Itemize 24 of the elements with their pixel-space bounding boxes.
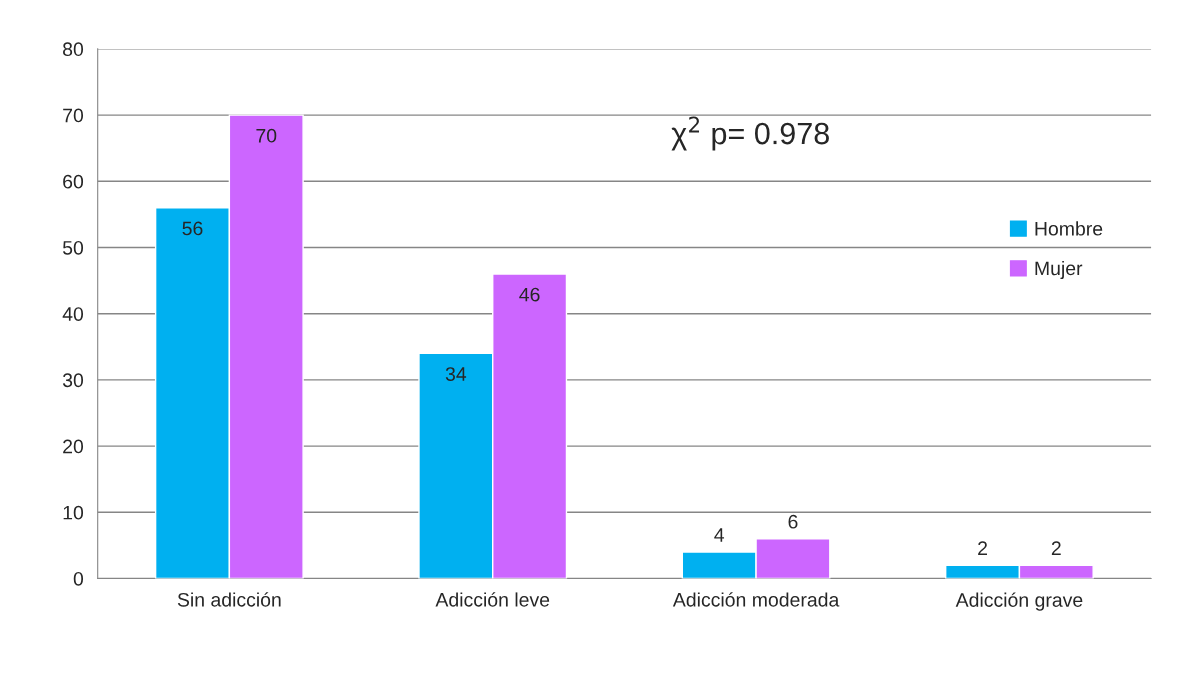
- y-tick-label: 20: [63, 439, 84, 454]
- data-label: 56: [182, 221, 203, 236]
- y-tick-label: 0: [73, 571, 84, 586]
- y-tick-label: 70: [63, 108, 84, 123]
- data-label: 4: [714, 528, 725, 542]
- y-tick-label: 30: [62, 373, 84, 388]
- legend-label: Hombre: [1035, 221, 1103, 236]
- data-label: 70: [256, 128, 277, 143]
- y-tick-label: 10: [63, 505, 84, 520]
- data-label: 46: [519, 287, 540, 302]
- x-tick-label: Adicción grave: [955, 592, 1083, 611]
- y-tick-label: 50: [62, 240, 84, 255]
- y-tick-label: 80: [63, 42, 84, 57]
- data-label: 34: [445, 367, 467, 381]
- data-label: 2: [1051, 541, 1061, 555]
- x-tick-label: Adicción leve: [435, 592, 550, 607]
- legend-label: Mujer: [1035, 260, 1083, 280]
- y-tick-label: 40: [62, 307, 84, 321]
- y-tick-label: 60: [63, 174, 84, 189]
- x-tick-label: Adicción moderada: [672, 592, 840, 607]
- data-label: 2: [978, 541, 987, 555]
- data-label: 6: [788, 514, 798, 529]
- annotation: χ$^{2}$ p= 0.978: [671, 116, 829, 151]
- x-tick-label: Sin adicción: [177, 592, 281, 607]
